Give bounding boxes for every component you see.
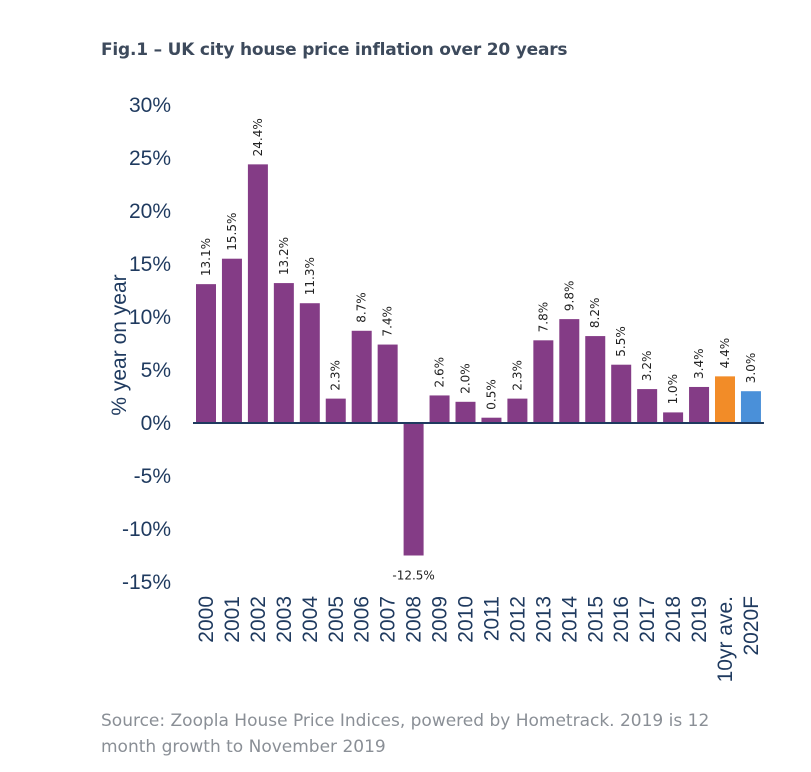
y-tick-label: -10%	[122, 518, 171, 541]
x-category-label: 2007	[377, 596, 400, 643]
data-label: 2.3%	[510, 360, 524, 391]
y-axis-label: % year on year	[108, 274, 131, 415]
data-label: 4.4%	[718, 338, 732, 369]
x-category-label: 2015	[584, 596, 607, 643]
bar	[533, 340, 554, 423]
x-category-label: 2013	[532, 596, 555, 643]
bar-chart: 30% 25% 20% 15% 10% 5% 0% -5% -10% -15% % year on…	[108, 94, 764, 683]
x-category-label: 2014	[558, 596, 581, 643]
data-label: 8.2%	[588, 298, 602, 329]
x-category-label: 2008	[403, 596, 426, 643]
data-label: 2.6%	[433, 357, 447, 388]
y-tick-label: 30%	[129, 94, 171, 117]
x-category-label: 2018	[662, 596, 685, 643]
bar	[429, 395, 450, 423]
y-tick-label: -5%	[134, 465, 171, 488]
x-category-label: 2019	[688, 596, 711, 643]
y-tick-label: 15%	[129, 253, 171, 276]
x-category-label: 2010	[455, 596, 478, 643]
bar	[507, 398, 528, 423]
x-category-label: 2009	[429, 596, 452, 643]
data-label: 2.3%	[329, 360, 343, 391]
data-labels: 13.1% 15.5% 24.4% 13.2% 11.3% 2.3% 8.7% 7.4% -12…	[199, 118, 758, 582]
data-label: 3.2%	[640, 351, 654, 382]
data-label: 7.4%	[381, 306, 395, 337]
data-label: 24.4%	[251, 118, 265, 156]
chart-title: Fig.1 – UK city house price inflation ov…	[101, 40, 568, 60]
data-label: 9.8%	[562, 281, 576, 312]
bar	[481, 417, 502, 423]
bar	[403, 423, 424, 556]
x-category-label: 2020F	[740, 596, 763, 656]
bars	[196, 164, 761, 556]
data-label: 8.7%	[355, 292, 369, 323]
x-category-label: 2012	[506, 596, 529, 643]
bar	[715, 376, 735, 423]
data-label: 3.4%	[692, 348, 706, 379]
data-label: 7.8%	[536, 302, 550, 333]
data-label: 3.0%	[744, 353, 758, 384]
bar	[377, 344, 398, 423]
bar	[299, 303, 320, 423]
data-label: 11.3%	[303, 257, 317, 295]
x-category-label: 2011	[480, 596, 503, 641]
bar	[559, 319, 580, 423]
y-tick-label: 5%	[141, 359, 171, 382]
bar	[325, 398, 346, 423]
source-note: Source: Zoopla House Price Indices, powe…	[101, 711, 710, 757]
bar	[247, 164, 268, 424]
bar	[663, 412, 684, 423]
x-category-label: 2000	[195, 596, 218, 643]
x-category-label: 2016	[610, 596, 633, 643]
y-tick-label: 20%	[129, 200, 171, 223]
data-label: 13.2%	[277, 237, 291, 275]
y-tick-label: 0%	[141, 412, 171, 435]
bar	[273, 283, 294, 423]
data-label: 15.5%	[225, 213, 239, 251]
data-label: 0.5%	[484, 379, 498, 410]
y-tick-label: 25%	[129, 147, 171, 170]
bar	[455, 401, 476, 423]
data-label: 5.5%	[614, 326, 628, 357]
data-label: 13.1%	[199, 238, 213, 276]
data-label: 2.0%	[459, 363, 473, 394]
x-category-label: 2002	[247, 596, 270, 643]
x-category-label: 2017	[636, 596, 659, 643]
bar	[637, 389, 658, 423]
data-label: -12.5%	[392, 569, 434, 583]
bar	[611, 364, 632, 423]
x-category-label: 2004	[299, 596, 322, 643]
bar	[351, 330, 372, 423]
x-category-label: 2003	[273, 596, 296, 643]
bar	[196, 284, 216, 423]
bar	[585, 336, 606, 423]
x-category-label: 2001	[221, 596, 244, 643]
x-axis-categories: 2000 2001 2002 2003 2004 2005 2006 2007 2008 2009…	[195, 596, 763, 683]
bar	[689, 386, 710, 423]
x-category-label: 10yr ave.	[714, 596, 737, 682]
x-category-label: 2006	[351, 596, 374, 643]
bar	[740, 391, 761, 423]
y-tick-label: -15%	[122, 571, 171, 594]
data-label: 1.0%	[666, 374, 680, 405]
x-category-label: 2005	[325, 596, 348, 643]
bar	[221, 258, 242, 423]
y-tick-label: 10%	[129, 306, 171, 329]
y-axis-ticks: 30% 25% 20% 15% 10% 5% 0% -5% -10% -15%	[122, 94, 171, 594]
